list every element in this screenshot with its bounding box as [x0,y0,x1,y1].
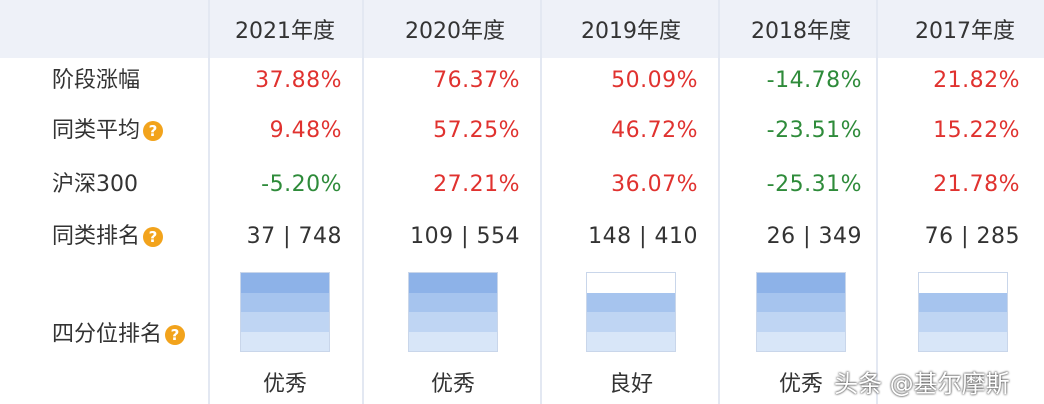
year-header-2019: 2019年度 [581,19,681,44]
watermark: 头条 @基尔摩斯 [834,370,1010,398]
year-header-2020: 2020年度 [405,19,505,44]
value-cell: 21.82% [933,68,1020,93]
quartile-indicator [586,272,676,352]
help-icon[interactable]: ? [165,325,186,345]
quartile-indicator [408,272,498,352]
value-cell: -23.51% [766,118,862,143]
quartile-segment [409,312,497,332]
quartile-label: 优秀 [430,372,475,397]
quartile-segment [757,292,845,312]
quartile-segment [409,273,497,293]
year-header-2017: 2017年度 [915,19,1015,44]
rank-cell: 148 | 410 [588,224,698,249]
row-label-csi300: 沪深300 [52,172,138,197]
quartile-label: 优秀 [262,372,307,397]
quartile-segment [409,331,497,351]
quartile-segment [587,292,675,312]
help-icon[interactable]: ? [143,227,164,247]
rank-cell: 76 | 285 [924,224,1020,249]
value-cell: -14.78% [766,68,862,93]
quartile-segment [919,273,1007,293]
year-header-2018: 2018年度 [751,19,851,44]
quartile-segment [241,273,329,293]
row-label-category-rank: 同类排名? [52,222,164,252]
value-cell: 37.88% [255,68,342,93]
value-cell: 50.09% [611,68,698,93]
column-separator [208,0,210,404]
value-cell: 57.25% [433,118,520,143]
quartile-segment [757,312,845,332]
value-cell: 46.72% [611,118,698,143]
help-icon[interactable]: ? [143,121,164,141]
quartile-segment [757,273,845,293]
value-cell: 15.22% [933,118,1020,143]
value-cell: -25.31% [766,172,862,197]
quartile-segment [241,292,329,312]
column-separator [540,0,542,404]
quartile-segment [409,292,497,312]
value-cell: 27.21% [433,172,520,197]
row-label-category-average: 同类平均? [52,116,164,146]
quartile-label: 良好 [608,372,653,397]
quartile-indicator [918,272,1008,352]
quartile-segment [919,292,1007,312]
row-label-period-return: 阶段涨幅 [52,68,141,93]
quartile-indicator [240,272,330,352]
quartile-label: 优秀 [778,372,823,397]
column-separator [718,0,720,404]
quartile-segment [919,312,1007,332]
quartile-segment [757,331,845,351]
rank-cell: 26 | 349 [766,224,862,249]
value-cell: 36.07% [611,172,698,197]
header-row [0,0,1044,58]
row-label-quartile-rank: 四分位排名? [52,320,186,350]
value-cell: -5.20% [261,172,342,197]
quartile-segment [587,331,675,351]
column-separator [876,0,878,404]
quartile-segment [919,331,1007,351]
value-cell: 21.78% [933,172,1020,197]
quartile-segment [587,273,675,293]
quartile-segment [241,331,329,351]
value-cell: 9.48% [269,118,342,143]
value-cell: 76.37% [433,68,520,93]
rank-cell: 109 | 554 [410,224,520,249]
quartile-indicator [756,272,846,352]
quartile-segment [587,312,675,332]
column-separator [362,0,364,404]
year-header-2021: 2021年度 [235,19,335,44]
rank-cell: 37 | 748 [246,224,342,249]
quartile-segment [241,312,329,332]
